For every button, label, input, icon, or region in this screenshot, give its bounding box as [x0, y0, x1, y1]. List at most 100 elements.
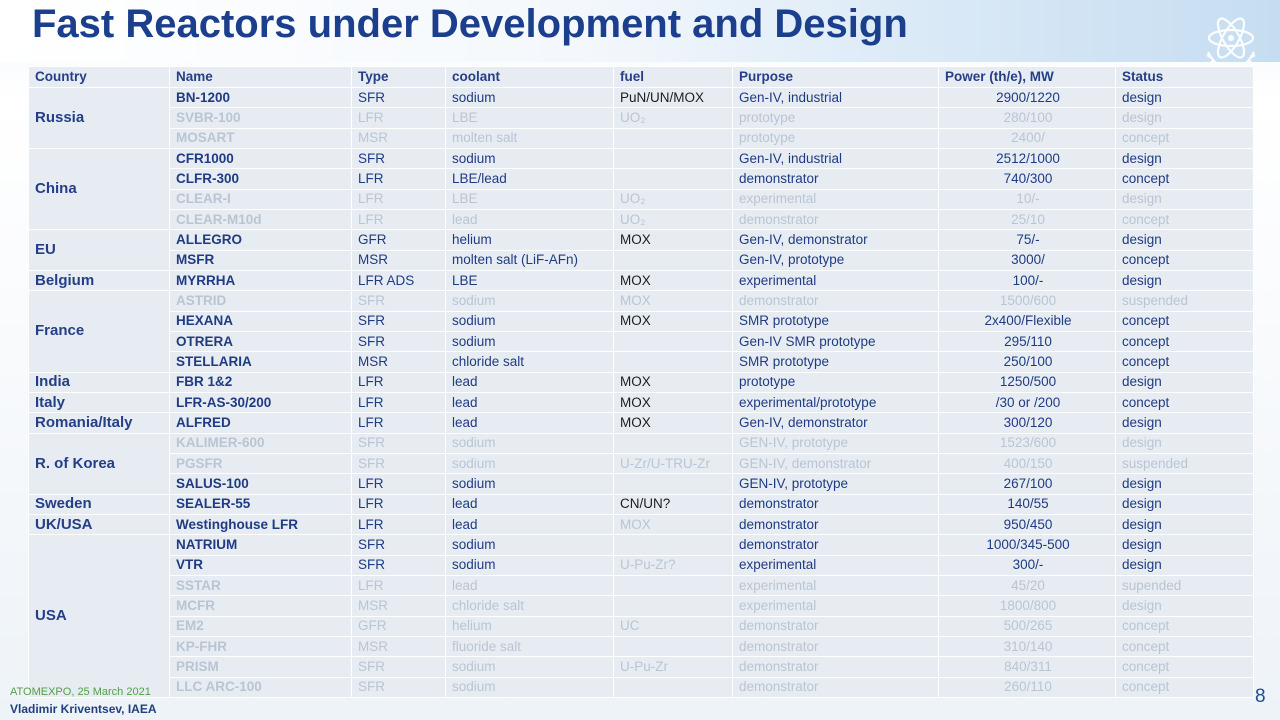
- name-cell: VTR: [170, 555, 351, 575]
- table-row: VTR SFR sodium U-Pu-Zr? experimental 300/- des…: [29, 555, 1253, 575]
- power-cell: 140/55: [939, 494, 1115, 514]
- power-cell: 1523/600: [939, 433, 1115, 453]
- type-cell: MSR: [352, 128, 445, 148]
- coolant-cell: LBE: [446, 189, 613, 209]
- coolant-cell: sodium: [446, 331, 613, 352]
- fuel-cell: UC: [614, 616, 732, 636]
- name-cell: MSFR: [170, 250, 351, 270]
- slide-title: Fast Reactors under Development and Desi…: [32, 2, 908, 46]
- purpose-cell: SMR prototype: [733, 352, 938, 372]
- power-cell: 300/120: [939, 413, 1115, 433]
- fuel-cell: [614, 169, 732, 189]
- purpose-cell: experimental: [733, 596, 938, 616]
- name-cell: STELLARIA: [170, 352, 351, 372]
- name-cell: HEXANA: [170, 311, 351, 331]
- power-cell: 250/100: [939, 352, 1115, 372]
- coolant-cell: lead: [446, 514, 613, 535]
- purpose-cell: demonstrator: [733, 169, 938, 189]
- coolant-cell: sodium: [446, 474, 613, 494]
- purpose-cell: experimental: [733, 270, 938, 291]
- fuel-cell: MOX: [614, 372, 732, 392]
- table-row: SALUS-100 LFR sodium GEN-IV, prototype 267/1…: [29, 474, 1253, 494]
- fuel-cell: MOX: [614, 413, 732, 433]
- table-row: CLEAR-I LFR LBE UO₂ experimental 10/- design: [29, 189, 1253, 209]
- fuel-cell: UO₂: [614, 209, 732, 230]
- status-cell: design: [1116, 148, 1253, 169]
- power-cell: 1000/345-500: [939, 535, 1115, 555]
- purpose-cell: experimental: [733, 189, 938, 209]
- power-cell: 280/100: [939, 108, 1115, 128]
- coolant-cell: helium: [446, 616, 613, 636]
- fuel-cell: MOX: [614, 392, 732, 413]
- name-cell: KP-FHR: [170, 636, 351, 657]
- purpose-cell: demonstrator: [733, 616, 938, 636]
- fuel-cell: [614, 474, 732, 494]
- purpose-cell: Gen-IV, industrial: [733, 88, 938, 108]
- status-cell: design: [1116, 413, 1253, 433]
- coolant-cell: sodium: [446, 555, 613, 575]
- type-cell: SFR: [352, 88, 445, 108]
- power-cell: 267/100: [939, 474, 1115, 494]
- name-cell: SEALER-55: [170, 494, 351, 514]
- footer-author: Vladimir Kriventsev, IAEA: [10, 702, 157, 716]
- fuel-cell: PuN/UN/MOX: [614, 88, 732, 108]
- table-row: India FBR 1&2 LFR lead MOX prototype 1250/500 d…: [29, 372, 1253, 392]
- coolant-cell: sodium: [446, 88, 613, 108]
- type-cell: SFR: [352, 331, 445, 352]
- coolant-cell: sodium: [446, 657, 613, 677]
- purpose-cell: Gen-IV, demonstrator: [733, 413, 938, 433]
- coolant-cell: molten salt (LiF-AFn): [446, 250, 613, 270]
- power-cell: 25/10: [939, 209, 1115, 230]
- table-row: Sweden SEALER-55 LFR lead CN/UN? demonstrator…: [29, 494, 1253, 514]
- country-cell: EU: [29, 230, 169, 270]
- header-fuel: fuel: [614, 67, 732, 87]
- coolant-cell: LBE: [446, 270, 613, 291]
- status-cell: design: [1116, 596, 1253, 616]
- purpose-cell: Gen-IV SMR prototype: [733, 331, 938, 352]
- power-cell: 310/140: [939, 636, 1115, 657]
- fuel-cell: [614, 250, 732, 270]
- coolant-cell: lead: [446, 392, 613, 413]
- table-row: PGSFR SFR sodium U-Zr/U-TRU-Zr GEN-IV, demon…: [29, 453, 1253, 474]
- type-cell: SFR: [352, 657, 445, 677]
- iaea-atom-logo-icon: [1206, 17, 1256, 74]
- table-row: MSFR MSR molten salt (LiF-AFn) Gen-IV, prot…: [29, 250, 1253, 270]
- table-row: MOSART MSR molten salt prototype 2400/concep…: [29, 128, 1253, 148]
- name-cell: BN-1200: [170, 88, 351, 108]
- purpose-cell: demonstrator: [733, 291, 938, 311]
- coolant-cell: sodium: [446, 453, 613, 474]
- country-cell: Romania/Italy: [29, 413, 169, 433]
- fuel-cell: [614, 535, 732, 555]
- header-purpose: Purpose: [733, 67, 938, 87]
- purpose-cell: experimental: [733, 555, 938, 575]
- fuel-cell: MOX: [614, 230, 732, 250]
- power-cell: 2900/1220: [939, 88, 1115, 108]
- country-cell: Sweden: [29, 494, 169, 514]
- type-cell: GFR: [352, 616, 445, 636]
- title-band: [0, 0, 1280, 62]
- status-cell: concept: [1116, 392, 1253, 413]
- name-cell: Westinghouse LFR: [170, 514, 351, 535]
- coolant-cell: sodium: [446, 433, 613, 453]
- name-cell: PRISM: [170, 657, 351, 677]
- fuel-cell: MOX: [614, 270, 732, 291]
- table-row: EM2 GFR helium UC demonstrator 500/265 concept: [29, 616, 1253, 636]
- status-cell: suspended: [1116, 291, 1253, 311]
- table-row: R. of Korea KALIMER-600 SFR sodium GEN-IV, p…: [29, 433, 1253, 494]
- status-cell: concept: [1116, 657, 1253, 677]
- power-cell: 400/150: [939, 453, 1115, 474]
- fuel-cell: [614, 433, 732, 453]
- country-cell: UK/USA: [29, 514, 169, 535]
- type-cell: LFR: [352, 209, 445, 230]
- country-cell: China: [29, 148, 169, 230]
- name-cell: FBR 1&2: [170, 372, 351, 392]
- header-country: Country: [29, 67, 169, 87]
- table-row: STELLARIA MSR chloride salt SMR prototype 25…: [29, 352, 1253, 372]
- purpose-cell: Gen-IV, prototype: [733, 250, 938, 270]
- type-cell: SFR: [352, 535, 445, 555]
- status-cell: supended: [1116, 575, 1253, 596]
- country-cell: Russia: [29, 88, 169, 148]
- power-cell: /30 or /200: [939, 392, 1115, 413]
- power-cell: 10/-: [939, 189, 1115, 209]
- purpose-cell: GEN-IV, prototype: [733, 433, 938, 453]
